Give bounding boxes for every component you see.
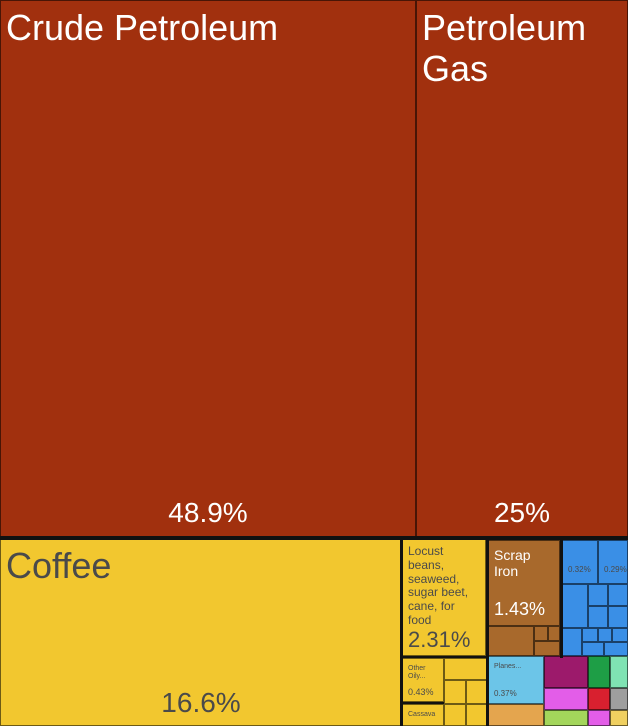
- treemap-tile[interactable]: 0.32%: [562, 540, 598, 584]
- tile-percent: 0.32%: [568, 565, 591, 574]
- treemap-tile[interactable]: Planes... 0.37%: [488, 656, 544, 704]
- treemap-tile[interactable]: [466, 680, 488, 704]
- tile-percent: 0.29%: [604, 565, 627, 574]
- treemap-tile[interactable]: [544, 710, 588, 726]
- treemap-tile[interactable]: [612, 628, 628, 642]
- treemap-tile[interactable]: [562, 628, 582, 656]
- treemap-tile[interactable]: [610, 656, 628, 688]
- tile-label: Cassava: [408, 711, 436, 718]
- tile-label: Scrap Iron: [494, 547, 531, 580]
- treemap-tile[interactable]: [588, 606, 608, 628]
- tile-label: Planes...: [494, 663, 522, 670]
- treemap-tile[interactable]: Petroleum Gas 25%: [416, 0, 628, 538]
- tile-percent: 0.43%: [408, 687, 434, 697]
- group-divider: [486, 538, 489, 726]
- treemap-tile[interactable]: [588, 710, 610, 726]
- treemap-tile[interactable]: [488, 626, 534, 656]
- treemap-tile[interactable]: [444, 658, 488, 680]
- treemap-tile[interactable]: [588, 584, 608, 606]
- treemap-tile[interactable]: [466, 704, 488, 726]
- treemap-tile[interactable]: [444, 680, 466, 704]
- treemap-tile[interactable]: [444, 704, 466, 726]
- treemap-tile[interactable]: [598, 628, 612, 642]
- treemap-tile[interactable]: [582, 642, 604, 656]
- tile-percent: 25%: [493, 497, 551, 528]
- treemap-tile[interactable]: Locust beans, seaweed, sugar beet, cane,…: [402, 538, 486, 656]
- treemap-tile[interactable]: Other Oily... 0.43%: [402, 658, 444, 702]
- treemap-tile[interactable]: [610, 710, 628, 726]
- treemap-tile[interactable]: [610, 688, 628, 710]
- treemap-tile[interactable]: [604, 642, 628, 656]
- tile-label: Coffee: [6, 545, 112, 586]
- treemap-tile[interactable]: Cassava: [402, 704, 444, 726]
- tile-percent: 2.31%: [408, 627, 471, 652]
- treemap-tile[interactable]: [534, 641, 560, 656]
- treemap-tile[interactable]: Coffee 16.6%: [0, 538, 402, 726]
- treemap-tile[interactable]: [608, 606, 628, 628]
- treemap-tile[interactable]: Crude Petroleum 48.9%: [0, 0, 416, 538]
- tile-label: Other Oily...: [408, 665, 426, 681]
- group-divider: [0, 536, 628, 540]
- treemap-tile[interactable]: [548, 626, 560, 641]
- tile-percent: 48.9%: [168, 497, 248, 528]
- treemap-tile[interactable]: [488, 704, 544, 726]
- treemap-tile[interactable]: Scrap Iron 1.43%: [488, 540, 560, 626]
- tile-label: Crude Petroleum: [6, 7, 279, 48]
- tile-percent: 0.37%: [494, 689, 517, 698]
- tile-label: Petroleum Gas: [422, 7, 587, 90]
- treemap-tile[interactable]: [534, 626, 548, 641]
- treemap-tile[interactable]: [588, 688, 610, 710]
- group-divider: [560, 538, 563, 658]
- tile-percent: 16.6%: [161, 687, 241, 718]
- treemap-tile[interactable]: 0.29%: [598, 540, 628, 584]
- treemap-tile[interactable]: [544, 656, 588, 688]
- treemap-tile[interactable]: [544, 688, 588, 710]
- treemap-tile[interactable]: [588, 656, 610, 688]
- group-divider: [400, 538, 403, 726]
- treemap-tile[interactable]: [608, 584, 628, 606]
- treemap-tile[interactable]: [562, 584, 588, 628]
- treemap-tile[interactable]: [582, 628, 598, 642]
- tile-label: Locust beans, seaweed, sugar beet, cane,…: [408, 544, 469, 627]
- tile-percent: 1.43%: [494, 599, 546, 619]
